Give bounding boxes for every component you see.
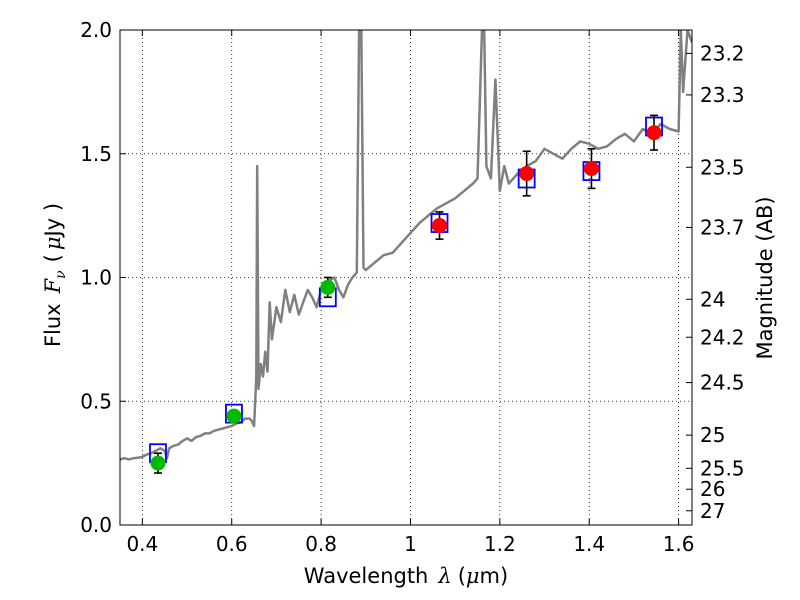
- data-point: [226, 408, 242, 424]
- grid-lines: [120, 29, 692, 526]
- y2-tick-label: 23.3: [700, 83, 745, 107]
- y2-axis-title: Magnitude (AB): [753, 196, 777, 359]
- x-tick-label: 1.4: [573, 532, 605, 556]
- y2-tick-label: 25.5: [700, 456, 745, 480]
- y2-tick-label: 24.5: [700, 371, 745, 395]
- x-tick-label: 1.6: [663, 532, 695, 556]
- x-tick-label: 0.6: [216, 532, 248, 556]
- spectrum-line: [120, 30, 692, 461]
- y-tick-label: 0.0: [80, 513, 112, 537]
- y2-tick-label: 23.7: [700, 215, 745, 239]
- x-tick-label: 1.2: [484, 532, 516, 556]
- x-tick-label: 0.8: [305, 532, 337, 556]
- data-point: [519, 166, 535, 182]
- plot-frame: [119, 29, 693, 526]
- x-tick-label: 0.4: [126, 532, 158, 556]
- y2-tick-label: 24: [700, 287, 725, 311]
- y-axis-title: FluxFν(μJy ): [41, 203, 69, 347]
- data-point: [150, 455, 166, 471]
- x-axis-title: Wavelength λ (μm): [304, 564, 508, 588]
- data-point: [583, 161, 599, 177]
- data-markers: [149, 114, 663, 474]
- y2-tick-label: 27: [700, 499, 725, 523]
- y2-tick-label: 23.2: [700, 41, 745, 65]
- plot-area: [120, 30, 692, 474]
- y2-tick-label: 26: [700, 477, 725, 501]
- data-point: [646, 125, 662, 141]
- y-tick-label: 1.0: [80, 266, 112, 290]
- y-tick-label: 1.5: [80, 142, 112, 166]
- y-tick-label: 2.0: [80, 18, 112, 42]
- axis-ticks: 0.4 0.6 0.8 1 1.2 1.4 1.6 0.0 0.5 1.0 1.5 2.0 23.2 23…: [80, 18, 744, 556]
- y2-tick-label: 25: [700, 423, 725, 447]
- y2-tick-label: 23.5: [700, 155, 745, 179]
- y2-tick-label: 24.2: [700, 325, 745, 349]
- y-tick-label: 0.5: [80, 389, 112, 413]
- data-point: [320, 279, 336, 295]
- x-tick-label: 1: [404, 532, 417, 556]
- data-point: [432, 218, 448, 234]
